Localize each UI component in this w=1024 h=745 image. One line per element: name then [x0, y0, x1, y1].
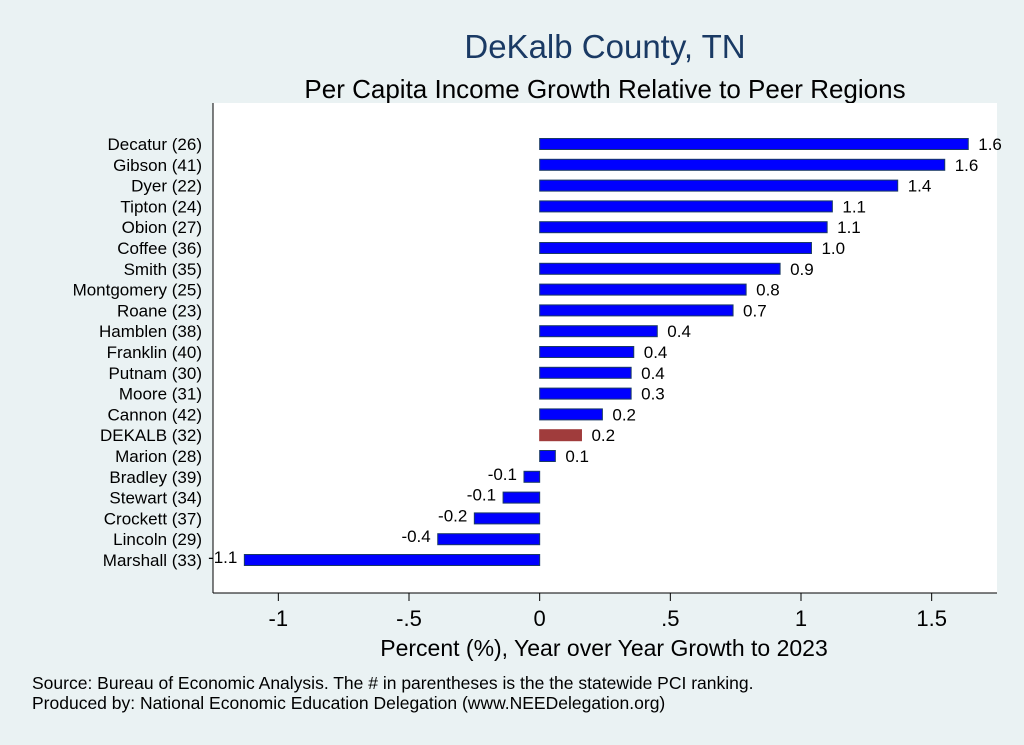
data-label: 0.2: [612, 405, 636, 424]
category-label: Hamblen (38): [99, 322, 202, 341]
category-label: Marion (28): [115, 447, 202, 466]
x-axis-label: Percent (%), Year over Year Growth to 20…: [380, 635, 828, 661]
bar: [539, 138, 969, 150]
bar: [539, 179, 899, 192]
bar: [539, 346, 635, 358]
category-label: Obion (27): [122, 218, 202, 237]
x-tick-label: 1: [795, 606, 807, 631]
category-label: Smith (35): [124, 260, 202, 279]
bar: [502, 491, 541, 504]
data-label: -0.2: [438, 506, 467, 525]
bar: [539, 450, 556, 462]
bar: [539, 387, 632, 400]
chart-title: DeKalb County, TN: [464, 28, 746, 65]
data-label: 1.0: [821, 239, 845, 258]
bar-highlight: [539, 429, 582, 442]
data-label: 1.4: [908, 177, 932, 196]
bar: [539, 200, 833, 213]
x-tick-label: 1.5: [916, 606, 947, 631]
x-tick-label: -.5: [396, 606, 422, 631]
x-tick-label: .5: [661, 606, 679, 631]
category-label: Crockett (37): [104, 509, 202, 528]
data-label: -0.4: [401, 527, 430, 546]
category-label: Lincoln (29): [113, 530, 202, 549]
data-label: 1.6: [978, 135, 1002, 154]
bar: [539, 408, 603, 421]
bar: [539, 158, 946, 171]
category-label: DEKALB (32): [100, 426, 202, 445]
category-label: Putnam (30): [108, 364, 202, 383]
data-label: 0.3: [641, 385, 665, 404]
category-label: Decatur (26): [108, 135, 202, 154]
data-label: 0.4: [644, 343, 668, 362]
category-label: Marshall (33): [103, 551, 202, 570]
bar: [523, 470, 541, 483]
producer-note: Produced by: National Economic Education…: [32, 693, 666, 713]
data-label: 0.8: [756, 281, 780, 300]
bar: [539, 304, 734, 317]
bar: [539, 283, 747, 296]
data-label: 0.7: [743, 301, 767, 320]
source-note: Source: Bureau of Economic Analysis. The…: [32, 673, 754, 693]
category-label: Gibson (41): [113, 156, 202, 175]
bar: [539, 325, 658, 338]
category-label: Dyer (22): [131, 177, 202, 196]
bar: [473, 512, 541, 525]
data-label: 0.4: [667, 322, 691, 341]
category-label: Coffee (36): [117, 239, 202, 258]
data-label: 0.9: [790, 260, 814, 279]
x-tick-label: 0: [534, 606, 546, 631]
data-label: -0.1: [467, 486, 496, 505]
data-label: 0.2: [591, 426, 615, 445]
category-label: Bradley (39): [109, 468, 202, 487]
bar: [539, 366, 632, 379]
category-label: Stewart (34): [109, 489, 202, 508]
data-label: 1.1: [842, 197, 866, 216]
x-tick-label: -1: [269, 606, 289, 631]
bar: [243, 554, 541, 566]
category-label: Cannon (42): [107, 405, 202, 424]
category-label: Tipton (24): [120, 197, 202, 216]
data-label: 0.4: [641, 364, 665, 383]
category-label: Roane (23): [117, 301, 202, 320]
bar: [437, 533, 541, 546]
chart-subtitle: Per Capita Income Growth Relative to Pee…: [304, 74, 906, 104]
category-label: Moore (31): [119, 385, 202, 404]
data-label: 0.1: [565, 447, 589, 466]
data-label: -1.1: [208, 548, 237, 567]
data-label: 1.1: [837, 218, 861, 237]
bar: [539, 242, 812, 254]
data-label: -0.1: [488, 465, 517, 484]
category-label: Franklin (40): [107, 343, 202, 362]
data-label: 1.6: [955, 156, 979, 175]
category-label: Montgomery (25): [73, 281, 202, 300]
bar: [539, 221, 828, 234]
bar: [539, 262, 781, 275]
